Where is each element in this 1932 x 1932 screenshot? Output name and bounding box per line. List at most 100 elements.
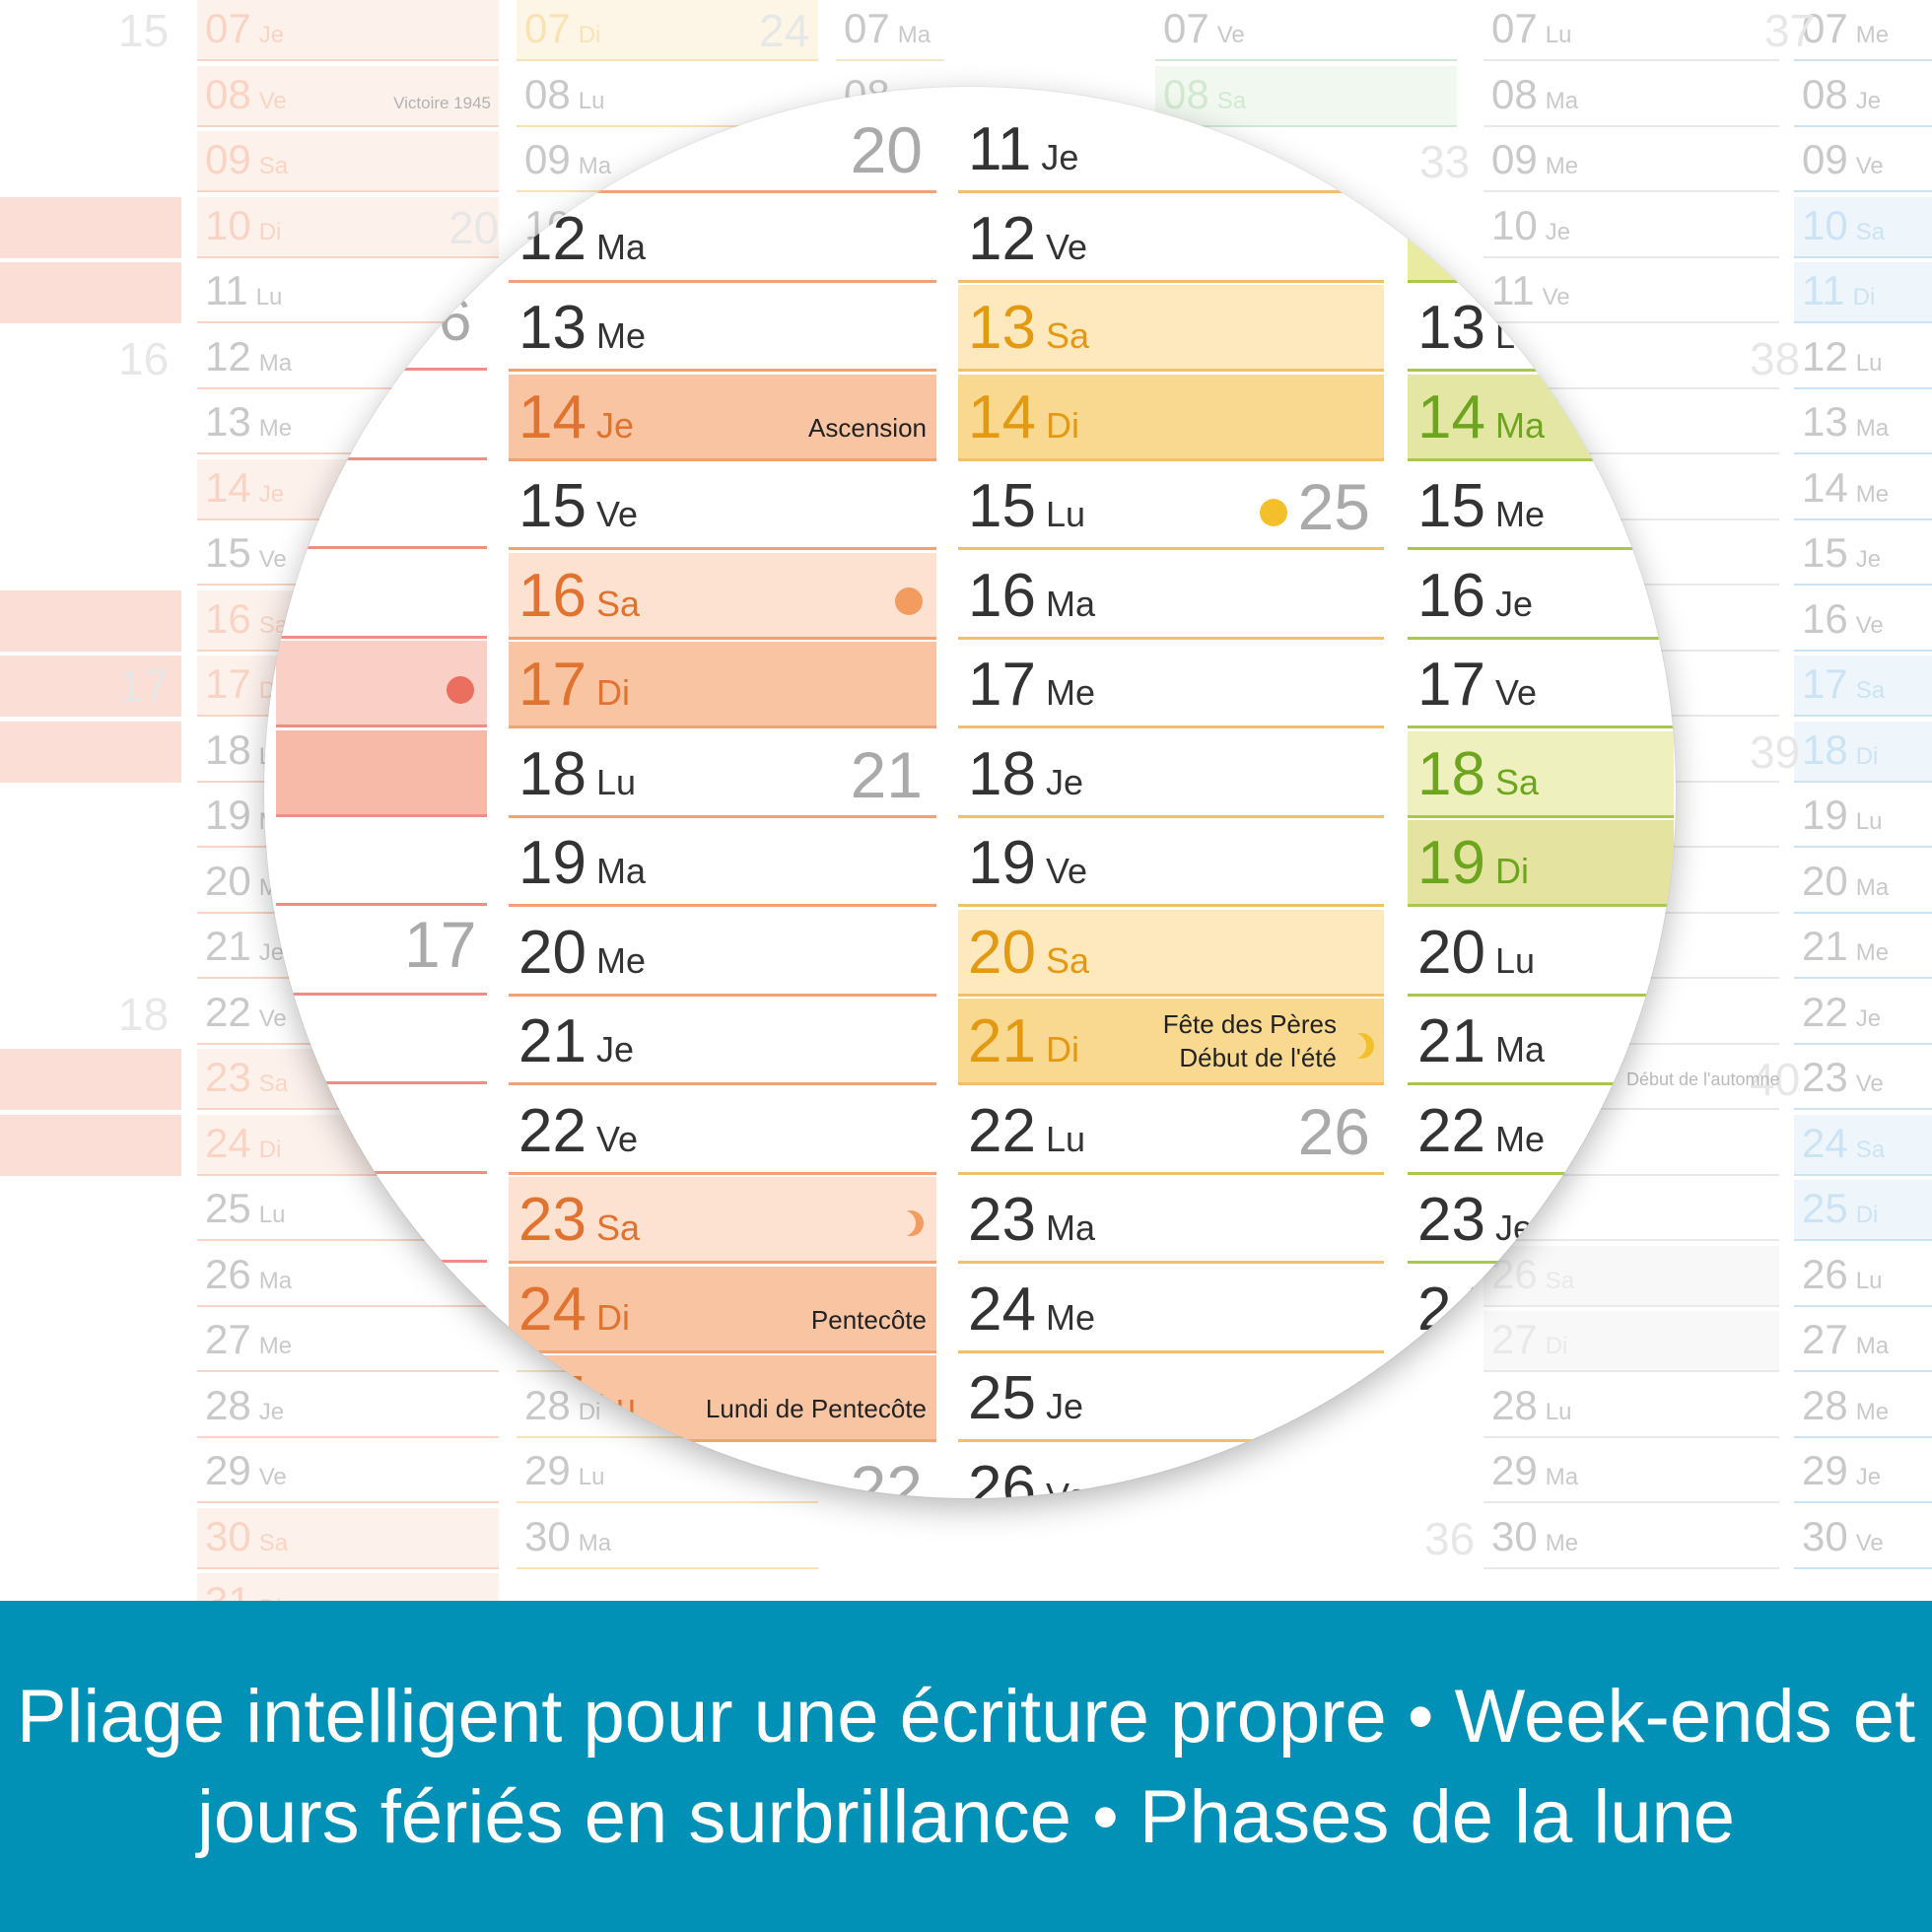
day-number: 25 Je xyxy=(968,1363,1083,1442)
bg-day-row: 10 Sa xyxy=(1794,196,1932,258)
bg-weekday: Di xyxy=(258,218,282,245)
bg-day-number: 13 Me xyxy=(205,397,292,453)
weekday-abbr: Je xyxy=(1494,1208,1533,1248)
day-row: 20 Sa xyxy=(958,909,1384,997)
bg-day-row: 13 Me xyxy=(197,393,499,454)
bg-weekday: Ve xyxy=(258,87,287,114)
day-row: 13 Sa xyxy=(958,285,1384,372)
bg-day-number: 07 Me xyxy=(1802,4,1889,60)
weekday-abbr: Ma xyxy=(1045,583,1095,624)
day-num: 22 xyxy=(1417,1096,1485,1165)
bg-day-number: 19 Lu xyxy=(1802,791,1882,847)
bg-weekday: Me xyxy=(258,415,293,442)
bg-weekday: Ma xyxy=(897,22,932,48)
weekday-abbr: Me xyxy=(1045,672,1095,713)
day-num: 16 xyxy=(518,561,586,630)
weekday-abbr: Di xyxy=(595,1296,630,1338)
day-num: 23 xyxy=(968,1186,1036,1254)
bg-week-number: 18 xyxy=(118,988,170,1040)
bg-day-number: 07 Ma xyxy=(844,4,931,60)
bg-day-number: 30 Ve xyxy=(1802,1512,1884,1568)
bg-weekday: Ve xyxy=(1855,1529,1884,1556)
day-row xyxy=(276,462,487,549)
bg-day-number: 30 Ma xyxy=(524,1512,611,1568)
day-number: 24 Di xyxy=(518,1275,630,1353)
day-row xyxy=(276,998,487,1084)
bg-day-num: 07 xyxy=(1802,5,1848,51)
bg-weekday: Lu xyxy=(1855,808,1883,835)
day-num: 16 xyxy=(1417,561,1485,630)
week-number: 21 xyxy=(850,737,923,811)
bg-day-row: 08 Sa xyxy=(1155,65,1457,127)
bg-day-num: 08 xyxy=(524,70,571,117)
bg-weekday: Sa xyxy=(258,153,289,179)
bg-week-number: 39 xyxy=(1750,725,1801,778)
bg-weekday: Je xyxy=(1855,1004,1882,1032)
full-moon-icon xyxy=(447,676,474,704)
day-number: 14 Di xyxy=(968,382,1079,461)
day-row: 22 Lu 26 xyxy=(958,1088,1384,1175)
bg-week-number: 15 xyxy=(118,5,170,56)
bg-day-number: 22 Je xyxy=(1802,988,1881,1044)
day-row: 22 Ve xyxy=(509,1088,936,1175)
day-number: 25 Lu xyxy=(518,1363,636,1442)
bg-day-number: 25 Lu xyxy=(205,1184,285,1240)
day-row: 20 Lu xyxy=(1408,910,1674,997)
day-num: 23 xyxy=(1417,1186,1485,1254)
caption-band: Pliage intelligent pour une écriture pro… xyxy=(0,1601,1932,1932)
bg-weekday: Lu xyxy=(578,1464,605,1490)
day-number: 20 Me xyxy=(518,918,646,997)
bg-weekday: Ve xyxy=(1855,153,1884,179)
bg-weekday: Lu xyxy=(1545,22,1572,48)
day-num: 20 xyxy=(518,918,586,987)
weekday-abbr: Ma xyxy=(1045,1208,1095,1248)
day-number: 20 xyxy=(518,114,596,193)
bg-weekday: Di xyxy=(259,1595,282,1601)
bg-day-num: 12 xyxy=(205,332,251,380)
bg-day-num: 15 xyxy=(1802,529,1848,576)
bg-day-num: 30 xyxy=(1491,1512,1538,1559)
day-number: 22 Lu xyxy=(968,1096,1085,1175)
bg-weekday: Sa xyxy=(1545,1267,1575,1294)
day-row: 23 Ma xyxy=(958,1177,1384,1264)
bg-day-num: 24 xyxy=(205,1119,251,1166)
weekday-abbr: Ma xyxy=(1494,1029,1545,1070)
bg-weekday: Ma xyxy=(258,1267,293,1294)
day-num: 20 xyxy=(968,918,1036,987)
bg-day-row: 26 Sa xyxy=(1484,1245,1779,1307)
day-row: 18 Lu 21 xyxy=(509,731,936,818)
day-number: 23 Sa xyxy=(518,1185,640,1264)
bg-day-number: 12 Lu xyxy=(1802,332,1882,388)
day-num: 24 xyxy=(518,1275,586,1344)
caption-line-2: jours fériés en surbrillance • Phases de… xyxy=(196,1775,1736,1859)
day-row: 11 Je xyxy=(958,106,1384,193)
day-number: 16 Ma xyxy=(968,561,1095,640)
day-num: 13 xyxy=(1417,294,1485,362)
week-number: 22 xyxy=(850,1451,923,1499)
day-row: 19 Ve xyxy=(958,820,1384,907)
weekday-abbr: Sa xyxy=(595,1208,641,1248)
bg-weekday: Me xyxy=(1855,939,1890,966)
bg-day-row: 24 Sa xyxy=(1794,1114,1932,1176)
bg-weekday: Ma xyxy=(258,349,293,377)
bg-day-row: 25 Di xyxy=(1794,1180,1932,1241)
day-row: 21 Je xyxy=(509,999,936,1085)
day-num: 17 xyxy=(968,651,1036,719)
day-number: 21 Ma xyxy=(1417,1006,1545,1085)
day-row: 19 Di xyxy=(1408,820,1674,907)
bg-day-number: 08 Sa xyxy=(1163,70,1246,126)
day-num: 16 xyxy=(968,561,1036,630)
day-number: 17 Me xyxy=(968,650,1095,728)
bg-day-num: 26 xyxy=(1802,1250,1848,1297)
day-num: 21 xyxy=(518,1007,586,1075)
bg-day-row: 30 Sa xyxy=(197,1507,499,1569)
bg-day-num: 25 xyxy=(205,1185,251,1231)
weekday-abbr: Lu xyxy=(1494,939,1536,981)
bg-weekday: Je xyxy=(1855,87,1882,114)
bg-weekday: Ma xyxy=(578,1529,612,1556)
bg-day-num: 07 xyxy=(524,5,571,51)
day-num: 20 xyxy=(1417,918,1485,987)
bg-day-row: 07 Lu xyxy=(1484,0,1779,61)
bg-day-num: 29 xyxy=(1491,1447,1538,1493)
